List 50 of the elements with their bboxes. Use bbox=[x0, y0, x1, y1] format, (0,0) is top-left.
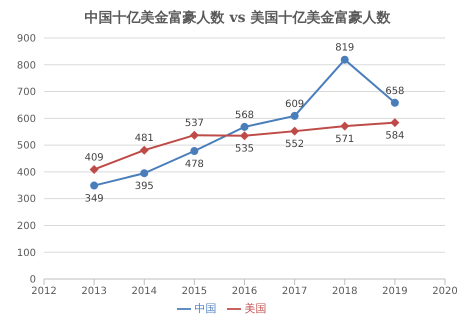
x-tick-label: 2012 bbox=[31, 286, 57, 298]
data-label: 552 bbox=[285, 139, 304, 150]
data-label: 349 bbox=[84, 194, 104, 205]
y-tick-label: 100 bbox=[16, 248, 36, 259]
point bbox=[240, 131, 249, 140]
legend-label: 美国 bbox=[244, 302, 266, 315]
x-tick-label: 2016 bbox=[232, 286, 258, 298]
point bbox=[190, 130, 199, 140]
y-tick-label: 0 bbox=[30, 274, 36, 286]
y-tick-label: 600 bbox=[16, 114, 36, 125]
data-label: 571 bbox=[335, 134, 354, 146]
x-tick-label: 2018 bbox=[332, 286, 358, 298]
point bbox=[340, 56, 349, 64]
data-label: 568 bbox=[234, 110, 254, 121]
point bbox=[140, 169, 148, 178]
data-label: 584 bbox=[385, 130, 404, 142]
data-label: 537 bbox=[184, 118, 204, 130]
data-label: 609 bbox=[285, 98, 304, 110]
data-label: 478 bbox=[184, 159, 204, 170]
x-tick-label: 2014 bbox=[132, 286, 157, 298]
point bbox=[390, 118, 400, 128]
point bbox=[90, 164, 99, 174]
chart-title: 中国十亿美金富豪人数 vs 美国十亿美金富豪人数 bbox=[84, 8, 392, 28]
data-label: 409 bbox=[84, 152, 104, 164]
point bbox=[90, 182, 98, 190]
x-tick-label: 2013 bbox=[81, 286, 107, 298]
point bbox=[340, 122, 350, 131]
point bbox=[240, 122, 248, 131]
point bbox=[290, 126, 300, 136]
data-label: 395 bbox=[134, 181, 154, 192]
data-label: 819 bbox=[335, 42, 354, 54]
x-tick-label: 2015 bbox=[182, 286, 208, 298]
x-tick-label: 2020 bbox=[432, 286, 458, 298]
y-tick-label: 700 bbox=[16, 87, 36, 98]
y-tick-label: 400 bbox=[16, 167, 36, 178]
point bbox=[390, 98, 399, 107]
legend-label: 中国 bbox=[194, 302, 216, 315]
point bbox=[140, 146, 149, 155]
point bbox=[290, 112, 299, 120]
data-label: 535 bbox=[234, 144, 254, 155]
y-tick-label: 900 bbox=[16, 34, 36, 45]
y-tick-label: 800 bbox=[16, 60, 36, 72]
data-label: 658 bbox=[385, 86, 404, 97]
y-tick-label: 200 bbox=[16, 220, 36, 232]
data-label: 481 bbox=[134, 133, 154, 144]
x-tick-label: 2019 bbox=[382, 286, 408, 298]
y-tick-label: 500 bbox=[16, 140, 36, 152]
y-tick-label: 300 bbox=[16, 194, 36, 206]
x-tick-label: 2017 bbox=[282, 286, 308, 298]
point bbox=[190, 147, 198, 155]
